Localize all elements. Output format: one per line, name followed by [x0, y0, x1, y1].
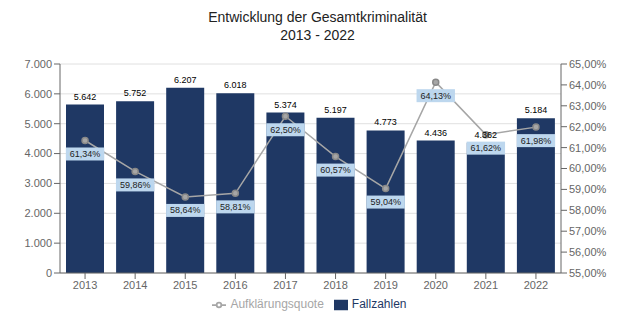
svg-text:5.000: 5.000 [24, 118, 52, 130]
svg-text:4.000: 4.000 [24, 147, 52, 159]
svg-text:59,04%: 59,04% [370, 197, 401, 207]
svg-text:5.374: 5.374 [274, 100, 297, 110]
svg-text:2021: 2021 [474, 279, 498, 291]
svg-text:2019: 2019 [373, 279, 397, 291]
svg-text:62,50%: 62,50% [270, 125, 301, 135]
svg-text:62,00%: 62,00% [569, 121, 607, 133]
svg-text:5.197: 5.197 [324, 105, 347, 115]
html-text:2013 - 2022: 2013 - 2022 [280, 27, 355, 43]
svg-text:61,34%: 61,34% [70, 149, 101, 159]
svg-text:65,00%: 65,00% [569, 58, 607, 70]
html-text:Entwicklung der Gesamtkriminal: Entwicklung der Gesamtkriminalität [208, 9, 427, 25]
svg-text:55,00%: 55,00% [569, 267, 607, 279]
svg-text:2016: 2016 [223, 279, 247, 291]
svg-text:5.184: 5.184 [525, 105, 548, 115]
svg-text:2022: 2022 [524, 279, 548, 291]
svg-text:3.000: 3.000 [24, 177, 52, 189]
svg-text:2013: 2013 [73, 279, 97, 291]
svg-text:57,00%: 57,00% [569, 225, 607, 237]
svg-text:2018: 2018 [323, 279, 347, 291]
svg-text:59,86%: 59,86% [120, 180, 151, 190]
svg-text:0: 0 [46, 267, 52, 279]
svg-text:7.000: 7.000 [24, 58, 52, 70]
svg-text:2014: 2014 [123, 279, 147, 291]
svg-text:58,64%: 58,64% [170, 205, 201, 215]
svg-text:2020: 2020 [424, 279, 448, 291]
svg-text:61,00%: 61,00% [569, 142, 607, 154]
html-text:Fallzahlen: Fallzahlen [351, 297, 407, 311]
svg-text:63,00%: 63,00% [569, 100, 607, 112]
html-text:Aufklärungsquote: Aufklärungsquote [230, 297, 324, 311]
svg-text:60,00%: 60,00% [569, 162, 607, 174]
svg-text:58,00%: 58,00% [569, 204, 607, 216]
svg-text:61,62%: 61,62% [471, 143, 502, 153]
svg-text:5.642: 5.642 [74, 92, 97, 102]
svg-text:64,00%: 64,00% [569, 79, 607, 91]
svg-text:64,13%: 64,13% [420, 91, 451, 101]
svg-text:2015: 2015 [173, 279, 197, 291]
svg-text:6.000: 6.000 [24, 88, 52, 100]
svg-text:2017: 2017 [273, 279, 297, 291]
svg-text:6.018: 6.018 [224, 80, 247, 90]
svg-text:4.362: 4.362 [475, 130, 498, 140]
svg-text:6.207: 6.207 [174, 75, 197, 85]
svg-text:1.000: 1.000 [24, 237, 52, 249]
svg-text:4.773: 4.773 [374, 117, 397, 127]
svg-text:4.436: 4.436 [424, 128, 447, 138]
svg-text:58,81%: 58,81% [220, 202, 251, 212]
svg-text:5.752: 5.752 [124, 88, 147, 98]
svg-text:59,00%: 59,00% [569, 183, 607, 195]
svg-text:61,98%: 61,98% [521, 136, 552, 146]
svg-text:2.000: 2.000 [24, 207, 52, 219]
svg-text:56,00%: 56,00% [569, 246, 607, 258]
svg-text:60,57%: 60,57% [320, 165, 351, 175]
